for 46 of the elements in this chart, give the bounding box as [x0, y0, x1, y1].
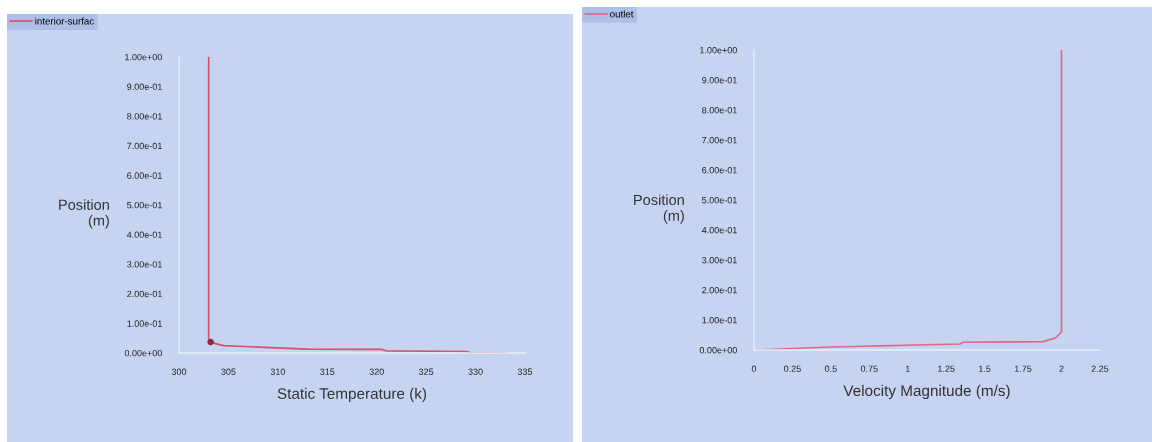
x-tick-label: 0.25 [783, 365, 801, 372]
y-axis-title: Position (m) [59, 199, 109, 229]
y-tick-label: 7.00e-01 [127, 142, 162, 150]
y-tick-label: 8.00e-01 [702, 107, 737, 114]
y-tick-label: 9.00e-01 [127, 83, 162, 90]
y-tick-label: 2.00e-01 [127, 290, 162, 298]
x-tick-label: 0.5 [824, 365, 837, 372]
y-tick-label: 6.00e-01 [127, 172, 162, 179]
x-tick-label: 1 [905, 365, 910, 372]
y-tick-label: 3.00e-01 [702, 256, 737, 264]
x-tick-label: 335 [517, 368, 533, 375]
y-tick-label: 3.00e-01 [127, 261, 162, 268]
x-tick-label: 2 [1059, 365, 1064, 372]
y-tick-label: 4.00e-01 [701, 226, 737, 234]
y-tick-label: 4.00e-01 [126, 231, 162, 238]
x-tick-label: 325 [418, 368, 434, 375]
x-tick-label: 2.25 [1091, 365, 1109, 372]
y-tick-label: 1.00e+00 [125, 53, 162, 61]
y-tick-label: 0.00e+00 [124, 349, 162, 357]
y-tick-label: 1.00e+00 [700, 47, 737, 54]
x-tick-label: 1.25 [938, 365, 955, 372]
y-tick-label: 1.00e-01 [127, 320, 162, 327]
x-tick-label: 0 [751, 365, 757, 372]
legend-label: outlet [610, 10, 634, 18]
y-tick-label: 5.00e-01 [127, 201, 162, 209]
x-tick-label: 315 [320, 368, 335, 375]
y-tick-label: 5.00e-01 [702, 196, 737, 204]
x-tick-label: 310 [270, 368, 286, 375]
y-tick-label: 2.00e-01 [702, 286, 737, 294]
y-tick-label: 6.00e-01 [702, 167, 737, 174]
y-tick-label: 0.00e+00 [699, 346, 737, 354]
x-tick-label: 305 [221, 368, 236, 375]
y-tick-label: 9.00e-01 [702, 77, 737, 84]
x-tick-label: 330 [468, 368, 483, 375]
x-tick-label: 300 [171, 368, 187, 375]
x-axis-title: Velocity Magnitude (m/s) [843, 384, 1010, 400]
y-tick-label: 8.00e-01 [127, 113, 162, 120]
x-tick-label: 0.75 [860, 365, 878, 372]
x-tick-label: 1.75 [1014, 365, 1032, 372]
y-axis-title: Position (m) [634, 194, 684, 224]
x-tick-label: 1.5 [979, 365, 991, 372]
y-tick-label: 1.00e-01 [702, 316, 737, 324]
y-tick-label: 7.00e-01 [702, 137, 737, 144]
x-axis-title: Static Temperature (k) [277, 387, 427, 403]
legend-label: interior-surfac [35, 17, 94, 25]
x-tick-label: 320 [369, 368, 384, 375]
